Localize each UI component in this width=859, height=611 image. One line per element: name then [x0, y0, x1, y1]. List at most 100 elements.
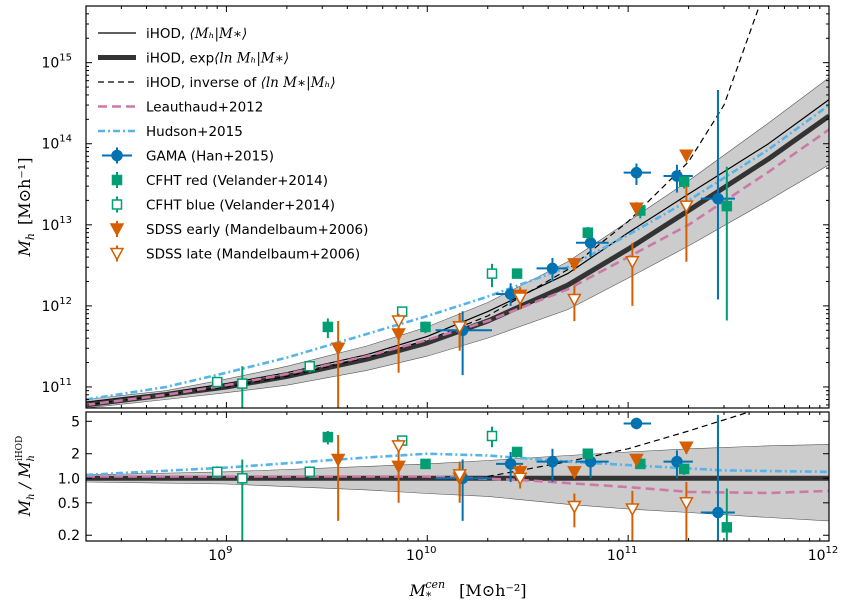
bottom-sdss_early-point-0: [330, 434, 346, 521]
top-cfht_red-point-3: [582, 226, 594, 240]
bottom-sdss_late-marker-1: [452, 469, 467, 483]
bottom-y-tick-label: 5: [71, 414, 80, 430]
bottom-cfht_red-point-6: [721, 488, 733, 541]
top-cfht_blue-marker-2: [304, 361, 316, 372]
bottom-cfht_blue-point-2: [304, 466, 316, 479]
bottom-sdss_late-point-5: [679, 481, 694, 541]
top-sdss_early-point-0: [330, 321, 346, 408]
bottom-panel: [86, 412, 829, 541]
bottom-cfht_red-point-1: [420, 458, 431, 470]
bottom-sdss_late-point-0: [391, 439, 406, 454]
top-sdss_late-marker-1: [452, 321, 467, 335]
top-cfht_red-marker-1: [420, 321, 431, 333]
top-sdss_late-point-4: [625, 242, 640, 306]
bottom-curve-leauthaud: [86, 475, 829, 495]
bottom-cfht_blue-point-1: [237, 459, 248, 541]
top-sdss_late-point-1: [452, 313, 467, 349]
legend-label-sdss_late: SDSS late (Mandelbaum+2006): [146, 247, 360, 263]
top-cfht_blue-marker-1: [237, 378, 248, 389]
bottom-y-tick-label: 2: [71, 447, 80, 463]
bottom-cfht_red-marker-6: [721, 522, 733, 533]
top-y-tick-label: 1013: [41, 215, 72, 234]
bottom-sdss_early-marker-4: [567, 466, 582, 480]
bottom-sdss_early-marker-1: [391, 460, 406, 474]
top-cfht_red-marker-2: [511, 268, 523, 279]
top-gama-point-0: [496, 283, 524, 306]
bottom-sdss_late-point-4: [625, 490, 640, 541]
bottom-sdss_early-point-5: [629, 453, 644, 468]
top-y-tick-label: 1015: [41, 53, 72, 72]
top-sdss_late-marker-3: [567, 293, 582, 308]
bottom-cfht_blue-point-0: [211, 466, 223, 479]
bottom-cfht_blue-marker-4: [486, 430, 498, 442]
legend-marker-sdss_late: [109, 247, 125, 262]
bottom-sdss_late-marker-5: [679, 497, 694, 511]
top-cfht_red-point-5: [678, 175, 690, 189]
bottom-sdss_early-marker-6: [679, 441, 694, 455]
bottom-cfht_red-point-2: [511, 446, 523, 458]
bottom-cfht_blue-marker-0: [211, 466, 223, 478]
legend-label-gama: GAMA (Han+2015): [146, 149, 274, 165]
legend-label-cfht_blue: CFHT blue (Velander+2014): [146, 198, 335, 214]
x-tick-label: 1010: [406, 545, 437, 564]
bottom-sdss_late-point-2: [512, 470, 528, 489]
bottom-sdss_early-marker-5: [629, 453, 644, 468]
top-y-axis-label: Mh[M⊙h⁻¹]: [15, 158, 37, 258]
bottom-sdss_late-marker-2: [512, 472, 528, 486]
legend-marker-cfht_blue: [111, 199, 123, 210]
x-tick-label: 1011: [607, 545, 638, 564]
bottom-sdss_late-marker-0: [391, 440, 406, 454]
bottom-gama-marker-1: [546, 455, 559, 468]
top-y-tick-label: 1012: [41, 296, 72, 315]
top-cfht_blue-point-2: [304, 360, 316, 373]
legend-label-leauthaud: Leauthaud+2012: [146, 100, 263, 116]
top-cfht_red-point-1: [420, 321, 431, 334]
top-cfht_red-marker-0: [322, 321, 334, 333]
top-gama-marker-5: [712, 192, 724, 205]
bottom-sdss_late-point-1: [452, 461, 467, 497]
bottom-cfht_red-marker-3: [582, 448, 594, 459]
top-panel: [86, 6, 829, 408]
bottom-gama-point-0: [496, 452, 524, 482]
legend-label-cfht_red: CFHT red (Velander+2014): [146, 173, 328, 189]
legend-item-sdss_late: SDSS late (Mandelbaum+2006): [109, 245, 360, 263]
bottom-curve-inverse: [487, 412, 752, 478]
top-sdss_late-point-5: [679, 186, 694, 262]
bottom-cfht_red-marker-1: [420, 458, 431, 470]
legend-label-mean_mh: iHOD, ⟨Mₕ|M∗⟩: [146, 26, 247, 42]
bottom-frame: [85, 411, 830, 542]
bottom-y-tick-label: 1.0: [58, 471, 80, 487]
top-cfht_blue-marker-0: [211, 376, 223, 388]
bottom-cfht_red-marker-0: [322, 431, 334, 443]
top-cfht_red-point-2: [511, 268, 523, 279]
top-sdss_early-point-5: [629, 202, 644, 216]
top-cfht_red-marker-3: [582, 227, 594, 238]
bottom-cfht_red-point-5: [678, 463, 690, 475]
top-sdss_late-marker-5: [679, 200, 694, 214]
bottom-gama-point-5: [700, 414, 735, 541]
axes: 109 1010 1011 1012 1011 1012 1013 1014 1015 0.2 0.…: [15, 5, 839, 603]
top-cfht_blue-point-4: [486, 263, 498, 288]
legend-marker-gama: [111, 149, 123, 162]
bottom-cfht_blue-marker-2: [304, 466, 316, 478]
bottom-gama-marker-5: [712, 506, 724, 519]
top-sdss_late-point-3: [567, 286, 582, 322]
top-gama-point-5: [700, 90, 735, 300]
bottom-sdss_early-point-6: [679, 441, 694, 455]
bottom-sdss_early-point-4: [567, 466, 582, 480]
bottom-y-tick-label: 0.2: [58, 528, 80, 544]
x-tick-label: 109: [208, 545, 232, 564]
legend-item-gama: GAMA (Han+2015): [102, 147, 274, 165]
bottom-sdss_late-marker-4: [625, 503, 640, 517]
bottom-cfht_red-marker-2: [511, 446, 523, 458]
top-cfht_red-marker-6: [721, 200, 733, 212]
top-sdss_late-marker-0: [391, 315, 406, 329]
legend-label-exp_ln_mh: iHOD, exp⟨ln Mₕ|M∗⟩: [146, 51, 289, 67]
top-cfht_blue-point-0: [211, 376, 223, 388]
top-cfht_red-point-0: [322, 318, 334, 339]
x-tick-label: 1012: [808, 545, 839, 564]
x-axis-label: M*cen [M⊙h⁻²]: [408, 578, 526, 603]
bottom-sdss_late-point-3: [567, 493, 582, 528]
top-sdss_late-marker-4: [625, 256, 640, 270]
